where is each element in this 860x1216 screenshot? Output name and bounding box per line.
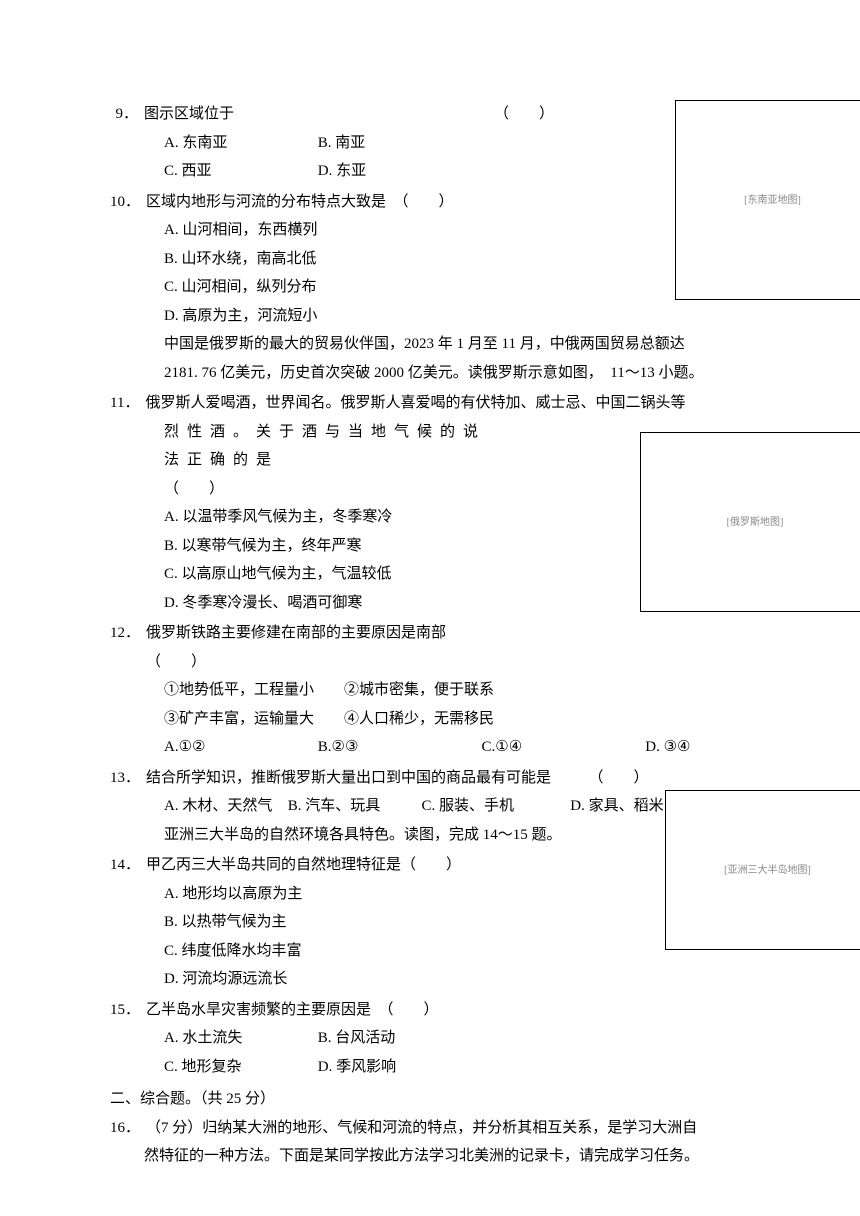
q-stem: 区域内地形与河流的分布特点大致是 （ ） [146, 188, 750, 217]
answer-blank: （ ） [494, 100, 554, 129]
option-d: D. 冬季寒冷漫长、喝酒可御寒 [110, 589, 750, 618]
question-9: 9． 图示区域位于 （ ） A. 东南亚 B. 南亚 C. 西亚 D. 东亚 [110, 100, 750, 186]
options-row: C. 地形复杂 D. 季风影响 [110, 1053, 750, 1082]
q-number: 15． [110, 996, 140, 1025]
answer-blank: （ ） [110, 475, 750, 504]
q-stem: 结合所学知识，推断俄罗斯大量出口到中国的商品最有可能是 （ ） [146, 764, 750, 793]
option-d: D. 高原为主，河流短小 [110, 302, 750, 331]
option-b: B. 南亚 [318, 129, 468, 158]
options-row: A. 水土流失 B. 台风活动 [110, 1024, 750, 1053]
question-12: 12． 俄罗斯铁路主要修建在南部的主要原因是南部 （ ） ①地势低平，工程量小 … [110, 619, 750, 762]
option-c: C. 地形复杂 [164, 1053, 314, 1082]
option-c: C.①④ [482, 733, 642, 762]
option-c: C. 西亚 [164, 157, 314, 186]
intro-text: 亚洲三大半岛的自然环境各具特色。读图，完成 14～15 题。 [110, 821, 750, 850]
q-number: 14． [110, 851, 140, 880]
options-row: A. 东南亚 B. 南亚 [110, 129, 520, 158]
option-b: B. 以寒带气候为主，终年严寒 [110, 532, 750, 561]
option-d: D. 季风影响 [318, 1053, 468, 1082]
intro-text: 中国是俄罗斯的最大的贸易伙伴国，2023 年 1 月至 11 月，中俄两国贸易总… [110, 330, 750, 359]
q-number: 9． [110, 100, 138, 129]
option-d: D. 东亚 [318, 157, 468, 186]
map-label: [东南亚地图] [744, 191, 801, 210]
option-c: C. 纬度低降水均丰富 [110, 937, 750, 966]
statement-line: ①地势低平，工程量小 ②城市密集，便于联系 [110, 676, 750, 705]
option-c: C. 以高原山地气候为主，气温较低 [110, 560, 750, 589]
option-a: A. 木材、天然气 [164, 792, 284, 821]
option-d: D. ③④ [645, 733, 690, 762]
q-number: 16． [110, 1114, 140, 1143]
q-stem: 乙半岛水旱灾害频繁的主要原因是 （ ） [146, 996, 750, 1025]
option-a: A.①② [164, 733, 314, 762]
q-stem-line2: 烈性酒。关于酒与当地气候的说法正确的是 [110, 418, 490, 475]
option-a: A. 水土流失 [164, 1024, 314, 1053]
option-b: B. 以热带气候为主 [110, 908, 750, 937]
option-b: B. 山环水绕，南高北低 [110, 245, 750, 274]
question-13: 13． 结合所学知识，推断俄罗斯大量出口到中国的商品最有可能是 （ ） A. 木… [110, 764, 750, 850]
options-row: C. 西亚 D. 东亚 [110, 157, 520, 186]
q-stem: （7 分）归纳某大洲的地形、气候和河流的特点，并分析其相互关系，是学习大洲自 [146, 1114, 750, 1143]
q-stem: 俄罗斯铁路主要修建在南部的主要原因是南部 （ ） [146, 619, 526, 676]
options-row: A.①② B.②③ C.①④ D. ③④ [110, 733, 750, 762]
option-c: C. 服装、手机 [422, 792, 567, 821]
statement-line: ③矿产丰富，运输量大 ④人口稀少，无需移民 [110, 705, 750, 734]
question-11: 11． 俄罗斯人爱喝酒，世界闻名。俄罗斯人喜爱喝的有伏特加、威士忌、中国二锅头等… [110, 389, 750, 617]
question-16: 16． （7 分）归纳某大洲的地形、气候和河流的特点，并分析其相互关系，是学习大… [110, 1114, 750, 1171]
q-stem: 俄罗斯人爱喝酒，世界闻名。俄罗斯人喜爱喝的有伏特加、威士忌、中国二锅头等 [145, 389, 750, 418]
q-number: 13． [110, 764, 140, 793]
question-10: 10． 区域内地形与河流的分布特点大致是 （ ） A. 山河相间，东西横列 B.… [110, 188, 750, 388]
question-14: 14． 甲乙丙三大半岛共同的自然地理特征是（ ） A. 地形均以高原为主 B. … [110, 851, 750, 994]
intro-text: 2181. 76 亿美元，历史首次突破 2000 亿美元。读俄罗斯示意如图， 1… [110, 359, 750, 388]
option-b: B. 汽车、玩具 [288, 792, 418, 821]
q-stem-line2: 然特征的一种方法。下面是某同学按此方法学习北美洲的记录卡，请完成学习任务。 [110, 1142, 750, 1171]
option-b: B. 台风活动 [318, 1024, 468, 1053]
q-number: 11． [110, 389, 139, 418]
option-b: B.②③ [318, 733, 478, 762]
question-15: 15． 乙半岛水旱灾害频繁的主要原因是 （ ） A. 水土流失 B. 台风活动 … [110, 996, 750, 1082]
option-a: A. 地形均以高原为主 [110, 880, 750, 909]
q-number: 12． [110, 619, 140, 648]
q-number: 10． [110, 188, 140, 217]
option-a: A. 东南亚 [164, 129, 314, 158]
option-d: D. 家具、稻米 [570, 792, 663, 821]
q-stem: 图示区域位于 （ ） [144, 100, 554, 129]
options-row: A. 木材、天然气 B. 汽车、玩具 C. 服装、手机 D. 家具、稻米 [110, 792, 750, 821]
option-c: C. 山河相间，纵列分布 [110, 273, 750, 302]
option-a: A. 以温带季风气候为主，冬季寒冷 [110, 503, 750, 532]
option-d: D. 河流均源远流长 [110, 965, 750, 994]
stem-text: 图示区域位于 [144, 106, 234, 122]
option-a: A. 山河相间，东西横列 [110, 216, 750, 245]
section-title: 二、综合题。（共 25 分） [110, 1085, 750, 1114]
q-stem: 甲乙丙三大半岛共同的自然地理特征是（ ） [146, 851, 750, 880]
